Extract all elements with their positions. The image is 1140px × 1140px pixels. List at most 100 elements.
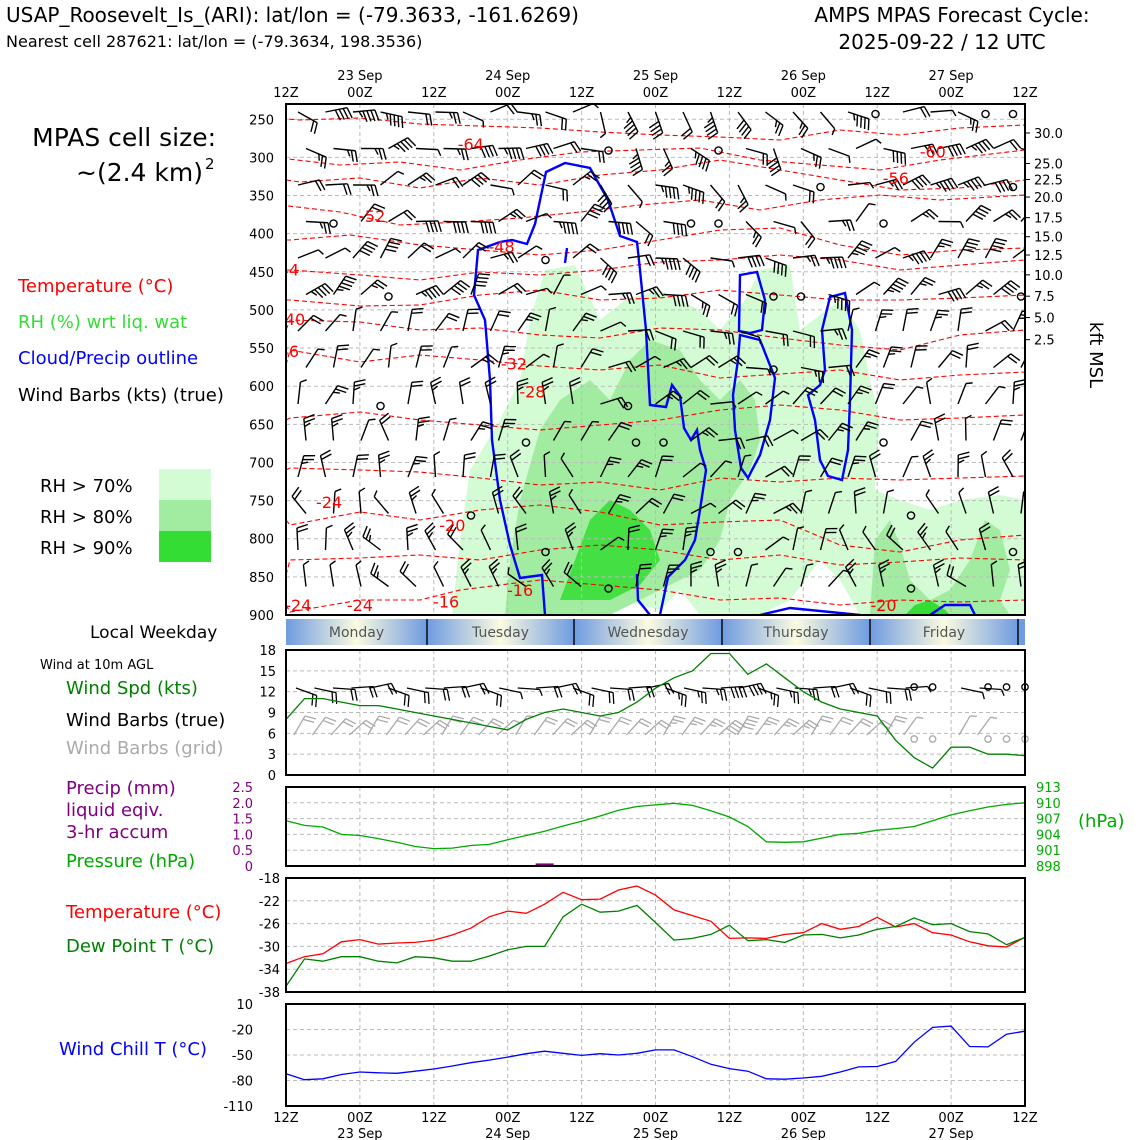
wind-barb: [568, 376, 581, 405]
temp-tick-label: -34: [259, 963, 280, 978]
surface-wind-barb: [572, 687, 595, 707]
surface-wind-barb: [388, 687, 410, 707]
wind-barb: [462, 241, 489, 259]
wind-barb: [690, 293, 711, 318]
rh80-area: [505, 340, 760, 615]
bottom-tick-label: 00Z: [791, 1111, 817, 1126]
calm-wind-marker: [329, 219, 338, 228]
top-date-label: 27 Sep: [929, 69, 974, 84]
pressure-tick-label: 650: [249, 418, 274, 433]
wind-barb: [745, 293, 767, 315]
calm-wind-marker: [541, 547, 550, 557]
pressure-tick-label: 300: [249, 151, 274, 166]
surface-wind-barb-grid: [958, 715, 977, 736]
wind-barb: [800, 147, 822, 169]
bottom-date-label: 24 Sep: [485, 1127, 530, 1140]
wind-barb: [980, 450, 988, 478]
weekday-cell: [574, 619, 722, 645]
temperature-contour-label: -36: [273, 342, 299, 361]
temperature-contour-label: -16: [433, 592, 459, 611]
wind-barb: [507, 567, 527, 588]
wind-barb: [388, 137, 417, 153]
calm-wind-marker: [816, 182, 825, 192]
kft-axis-label: kft MSL: [1085, 322, 1106, 388]
wind-barb: [352, 184, 379, 197]
wind-barb: [703, 111, 719, 140]
surface-wind-barb: [610, 687, 635, 701]
wind-barb: [964, 414, 972, 441]
wind-barb: [987, 486, 1000, 514]
rh80-swatch: [159, 500, 211, 531]
pressure-axis: 250 300 350 400 450 500 550 600 650 700 750 800 850 9…: [249, 113, 274, 624]
wind-barb: [470, 273, 491, 295]
calm-wind-marker-grid: [928, 735, 937, 743]
wind-barb: [360, 348, 380, 368]
wind-barb: [497, 345, 516, 368]
legend-rh: RH (%) wrt liq. wat: [18, 312, 187, 333]
wind-barb: [599, 456, 622, 478]
weekday-cell: [870, 619, 1018, 645]
wind-barb: [910, 143, 939, 156]
rh90-label: RH > 90%: [40, 538, 133, 559]
top-tick-label: 12Z: [273, 86, 299, 101]
wind-barb: [710, 330, 735, 345]
wind-barb: [847, 181, 875, 189]
wind-barb: [662, 493, 686, 514]
wind-barb: [552, 420, 572, 441]
temp-tick-label: -22: [259, 895, 280, 910]
calm-wind-marker: [1008, 182, 1018, 192]
wind-barb: [580, 203, 606, 222]
surface-wind-barb: [850, 687, 872, 707]
wind-barb: [682, 462, 707, 478]
wind-barb: [765, 257, 787, 277]
wind-barb: [442, 345, 459, 368]
wind-barb: [709, 460, 733, 478]
wind-barb: [932, 559, 945, 587]
wind-barb: [509, 449, 522, 478]
pressure-tick-label: 913: [1036, 781, 1061, 796]
wind-barb: [572, 243, 600, 259]
surface-wind-barb-grid: [293, 715, 317, 736]
bottom-date-label: 23 Sep: [337, 1127, 382, 1140]
wind-barb: [965, 138, 994, 154]
wind-barb: [407, 380, 424, 405]
wind-barb: [690, 502, 717, 515]
wind-barb: [435, 247, 462, 259]
legend-barbs-true: Wind Barbs (true): [66, 710, 225, 731]
surface-wind-barb-grid: [829, 716, 854, 736]
wind-barb: [1020, 419, 1025, 441]
wind-barb: [325, 247, 351, 259]
wind-barb: [847, 455, 867, 478]
kft-tick-label: 20.0: [1034, 191, 1063, 206]
temp-tick-label: -26: [259, 918, 280, 933]
weekday-cell: [286, 619, 427, 645]
surface-wind-barb-grid: [626, 718, 652, 736]
temperature-contour-label: -16: [507, 581, 533, 600]
kft-tick-label: 22.5: [1034, 174, 1063, 189]
calm-wind-marker: [769, 365, 778, 374]
surface-wind-barb-grid: [552, 718, 578, 736]
wind-barb: [792, 111, 809, 139]
legend-barbs: Wind Barbs (kts) (true): [18, 385, 224, 406]
wind-barb: [958, 487, 967, 514]
wind-barb: [490, 251, 519, 264]
wind-barb: [1020, 347, 1025, 368]
wind-barb: [709, 184, 726, 212]
wind-tick-label: 9: [268, 707, 276, 722]
bottom-tick-label: 12Z: [569, 1111, 595, 1126]
wind-barb: [773, 429, 799, 442]
surface-wind-barb: [702, 687, 728, 701]
bottom-date-label: 25 Sep: [633, 1127, 678, 1140]
legend-pressure: Pressure (hPa): [66, 851, 195, 872]
surface-wind-barb: [757, 687, 780, 707]
calm-wind-marker: [686, 219, 696, 228]
legend-dewpoint: Dew Point T (°C): [66, 936, 214, 957]
wind-barb: [297, 379, 307, 405]
wind-barb: [572, 170, 600, 186]
wind-barb: [655, 330, 677, 351]
rh90-area-low: [905, 600, 950, 615]
pressure-line: [285, 802, 1026, 850]
wind-barb: [443, 147, 469, 161]
calm-wind-marker: [714, 146, 723, 155]
nearest-cell: Nearest cell 287621: lat/lon = (-79.3634…: [6, 32, 422, 51]
